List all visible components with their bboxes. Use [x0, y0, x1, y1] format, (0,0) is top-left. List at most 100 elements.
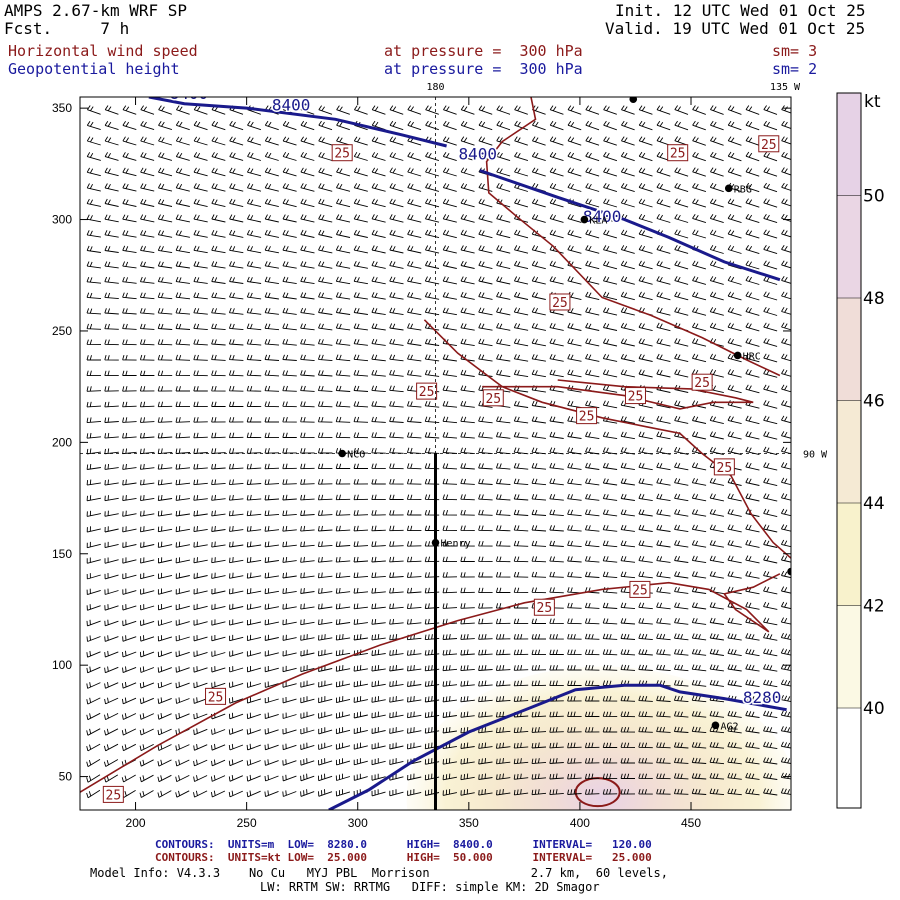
wind-barb	[638, 742, 653, 749]
field1-name: Horizontal wind speed	[8, 42, 198, 60]
wind-barb	[603, 291, 618, 301]
wind-barb	[193, 463, 208, 470]
wind-barb	[585, 369, 600, 378]
wind-barb	[585, 307, 600, 316]
wind-barb	[407, 151, 422, 162]
wind-barb	[620, 182, 635, 193]
wind-barb	[300, 541, 315, 548]
wind-barb	[371, 665, 386, 672]
wind-barb	[139, 774, 154, 783]
wind-barb	[763, 741, 778, 750]
wind-barb	[264, 634, 279, 641]
wind-barb	[549, 431, 564, 439]
wind-barb	[567, 136, 582, 146]
wind-barb	[656, 524, 671, 532]
wind-barb	[353, 261, 368, 269]
wind-barb	[211, 152, 226, 161]
wind-barb	[691, 726, 707, 734]
wind-barb	[567, 587, 582, 594]
wind-barb	[691, 788, 707, 795]
wind-barb	[531, 773, 547, 780]
wind-barb	[442, 400, 458, 408]
wind-barb	[780, 710, 791, 718]
wind-barb	[371, 463, 386, 470]
wind-barb	[229, 276, 244, 284]
wind-barb	[371, 447, 386, 454]
model-physics: LW: RRTM SW: RRTMG DIFF: simple KM: 2D S…	[260, 880, 600, 894]
wind-barb	[709, 446, 724, 455]
wind-barb	[478, 214, 493, 223]
wind-barb	[584, 789, 600, 795]
wind-barb	[691, 493, 707, 502]
footer-height-interval: INTERVAL= 120.00	[532, 838, 652, 851]
wind-barb	[247, 167, 262, 177]
wind-barb	[692, 120, 706, 131]
wind-barb	[549, 789, 564, 796]
wind-barb	[247, 136, 262, 146]
wind-barb	[282, 759, 297, 766]
wind-barb	[175, 417, 191, 423]
wind-barb	[460, 432, 475, 439]
wind-barb	[549, 276, 564, 285]
wind-barb	[264, 354, 280, 361]
wind-barb	[620, 229, 635, 239]
wind-barb	[122, 230, 137, 238]
wind-barb	[745, 120, 760, 131]
wind-barb	[193, 510, 208, 517]
wind-barb	[104, 463, 119, 470]
wind-barb	[228, 417, 244, 423]
wind-barb	[121, 790, 136, 798]
wind-barb	[727, 617, 742, 626]
wind-barb	[780, 695, 791, 702]
wind-barb	[460, 151, 475, 162]
wind-barb	[121, 728, 137, 736]
wind-barb	[531, 711, 547, 718]
wind-barb	[122, 105, 137, 115]
wind-barb	[424, 587, 440, 594]
wind-barb	[567, 229, 582, 239]
wind-barb	[175, 744, 190, 751]
wind-barb	[353, 136, 368, 146]
wind-barb	[496, 789, 511, 796]
wind-barb	[175, 261, 190, 269]
wind-barb	[763, 570, 778, 579]
wind-barb	[602, 493, 618, 501]
wind-barb	[193, 432, 208, 439]
wind-barb	[763, 229, 778, 239]
wind-barb	[656, 260, 671, 270]
wind-barb	[727, 105, 742, 115]
wind-barb	[531, 338, 546, 347]
wind-barb	[709, 493, 724, 502]
speed-label-text: 25	[537, 601, 553, 616]
wind-barb	[495, 587, 511, 593]
wind-barb	[621, 136, 635, 146]
wind-barb	[264, 261, 279, 269]
wind-barb	[478, 291, 493, 300]
wind-barb	[335, 789, 351, 797]
wind-barb	[175, 370, 191, 377]
wind-barb	[425, 183, 440, 192]
wind-barb	[282, 120, 297, 131]
wind-barb	[603, 338, 618, 347]
wind-barb	[389, 510, 404, 516]
wind-barb	[175, 557, 190, 564]
wind-barb	[602, 618, 618, 625]
wind-barb	[353, 587, 369, 594]
wind-barb	[157, 401, 173, 408]
wind-barb	[371, 525, 386, 532]
wind-barb	[727, 664, 742, 672]
wind-barb	[139, 386, 155, 392]
wind-barb	[567, 478, 582, 486]
wind-barb	[335, 401, 351, 408]
wind-barb	[620, 789, 636, 795]
wind-barb	[193, 479, 208, 486]
wind-barb	[157, 308, 173, 315]
wind-barb	[602, 571, 618, 579]
wind-barb	[335, 323, 351, 331]
wind-barb	[353, 541, 369, 547]
wind-barb	[175, 230, 190, 238]
wind-barb	[495, 680, 511, 687]
wind-barb	[264, 759, 279, 766]
wind-barb	[406, 401, 422, 408]
grid-line-label: 90 W	[803, 450, 828, 461]
